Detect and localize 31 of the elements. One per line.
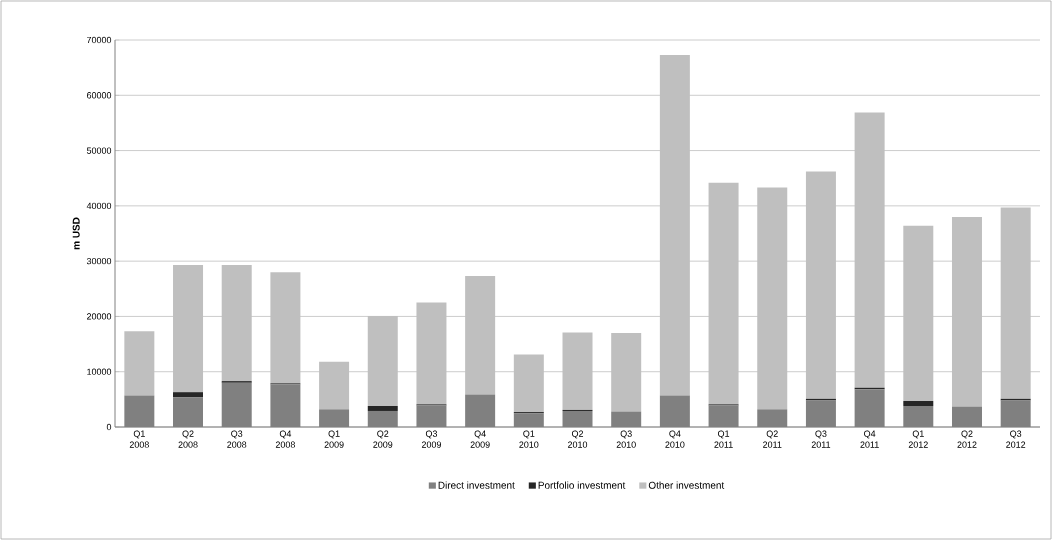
x-tick-label: Q3 2009 xyxy=(421,430,441,448)
x-tick-label: Q1 2012 xyxy=(908,430,928,448)
x-tick-label: Q2 2011 xyxy=(763,430,782,448)
x-tick-label: Q4 2009 xyxy=(470,430,490,448)
legend-label: Portfolio investment xyxy=(538,481,626,489)
y-tick-label: 60000 xyxy=(87,92,112,99)
x-tick-label: Q3 2010 xyxy=(616,430,636,448)
x-tick-label: Q1 2008 xyxy=(129,430,149,448)
y-tick-label: 0 xyxy=(106,423,112,431)
x-tick-label: Q3 2011 xyxy=(811,430,831,448)
x-tick-label: Q2 2009 xyxy=(373,430,393,448)
y-tick-label: 70000 xyxy=(87,36,112,44)
x-tick-label: Q2 2012 xyxy=(957,430,977,448)
x-tick-label: Q1 2009 xyxy=(324,430,344,448)
x-tick-label: Q3 2008 xyxy=(227,430,247,448)
x-tick-label: Q4 2008 xyxy=(275,430,295,448)
legend-label: Direct investment xyxy=(438,481,515,489)
x-tick-label: Q2 2010 xyxy=(567,430,588,448)
y-axis-title: m USD xyxy=(72,217,80,250)
x-tick-label: Q1 2011 xyxy=(714,430,733,448)
x-tick-label: Q4 2010 xyxy=(665,430,685,448)
y-tick-label: 50000 xyxy=(86,147,112,154)
x-tick-label: Q2 2008 xyxy=(178,430,198,448)
y-tick-label: 10000 xyxy=(87,368,112,375)
legend-label: Other investment xyxy=(648,481,725,489)
x-tick-label: Q4 2011 xyxy=(860,430,879,448)
y-tick-label: 30000 xyxy=(86,257,112,265)
x-tick-label: Q3 2012 xyxy=(1006,430,1026,448)
x-tick-label: Q1 2010 xyxy=(519,430,539,448)
y-tick-label: 40000 xyxy=(86,202,112,210)
y-tick-label: 20000 xyxy=(87,313,112,320)
